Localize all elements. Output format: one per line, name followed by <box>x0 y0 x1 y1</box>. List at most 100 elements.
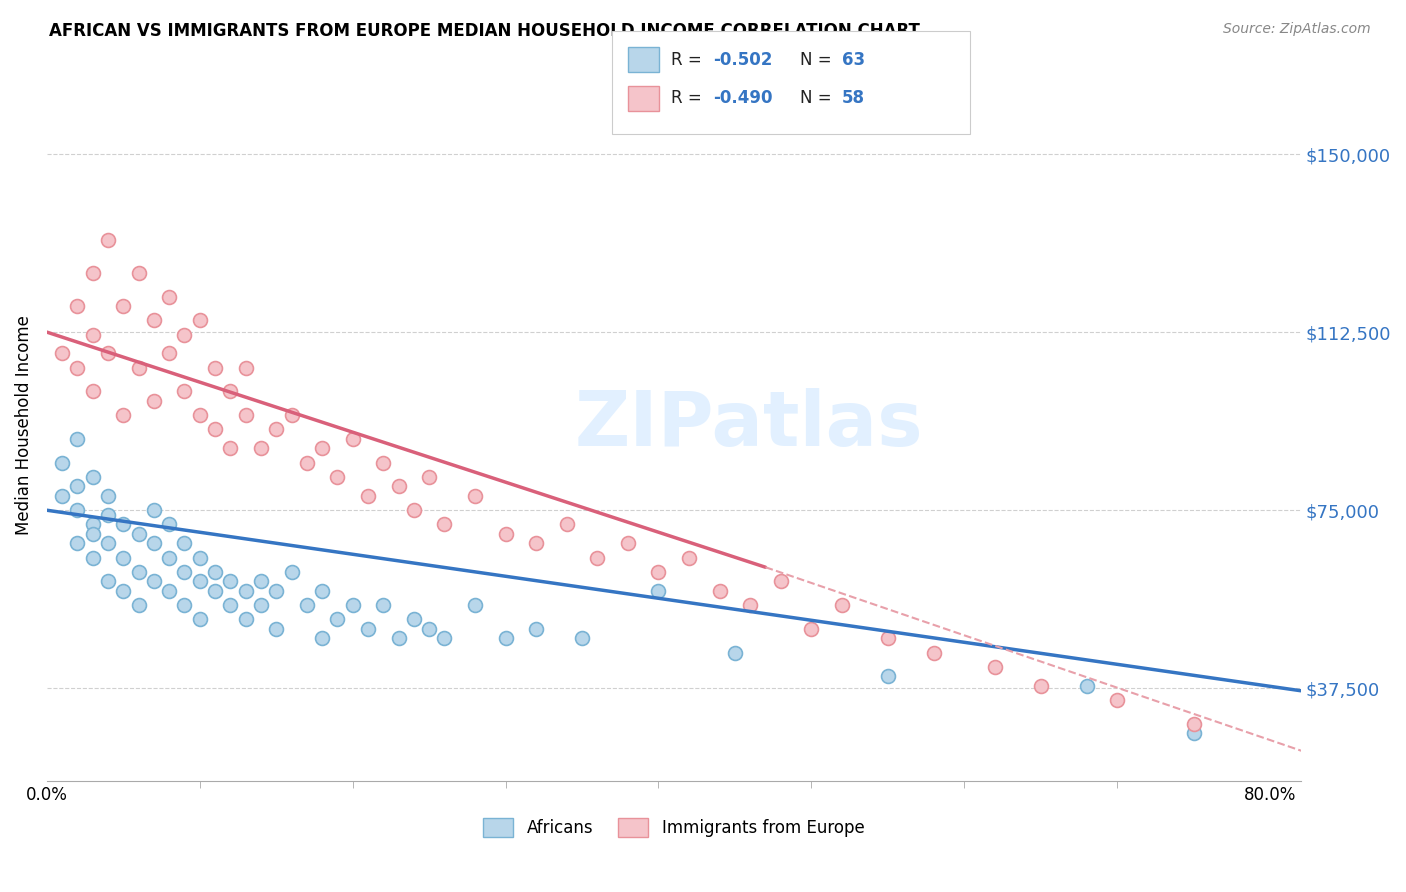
Text: R =: R = <box>671 89 707 107</box>
Point <box>326 470 349 484</box>
Point <box>524 622 547 636</box>
Point <box>831 599 853 613</box>
Point <box>295 599 318 613</box>
Point <box>97 346 120 360</box>
Point <box>402 503 425 517</box>
Point <box>82 550 104 565</box>
Point <box>342 599 364 613</box>
Point <box>433 517 456 532</box>
Point <box>142 574 165 589</box>
Point <box>173 536 195 550</box>
Point <box>709 584 731 599</box>
Point <box>157 346 180 360</box>
Text: R =: R = <box>671 51 707 69</box>
Point <box>128 527 150 541</box>
Point <box>128 266 150 280</box>
Point <box>188 574 211 589</box>
Point <box>387 632 409 646</box>
Point <box>555 517 578 532</box>
Point <box>112 299 135 313</box>
Point <box>984 660 1007 674</box>
Point <box>250 574 273 589</box>
Text: N =: N = <box>800 89 837 107</box>
Point <box>82 384 104 399</box>
Point <box>464 599 486 613</box>
Point <box>678 550 700 565</box>
Point <box>82 327 104 342</box>
Point <box>142 394 165 409</box>
Point <box>66 360 89 375</box>
Point <box>173 327 195 342</box>
Point <box>342 432 364 446</box>
Point <box>433 632 456 646</box>
Point <box>97 508 120 522</box>
Point <box>173 565 195 579</box>
Point <box>204 584 226 599</box>
Point <box>295 456 318 470</box>
Point <box>142 503 165 517</box>
Point <box>647 584 669 599</box>
Y-axis label: Median Household Income: Median Household Income <box>15 315 32 534</box>
Point <box>387 479 409 493</box>
Point <box>495 527 517 541</box>
Text: AFRICAN VS IMMIGRANTS FROM EUROPE MEDIAN HOUSEHOLD INCOME CORRELATION CHART: AFRICAN VS IMMIGRANTS FROM EUROPE MEDIAN… <box>49 22 920 40</box>
Point <box>922 646 945 660</box>
Point <box>219 599 242 613</box>
Point <box>97 233 120 247</box>
Point <box>97 536 120 550</box>
Point <box>142 536 165 550</box>
Text: -0.502: -0.502 <box>713 51 772 69</box>
Point <box>204 360 226 375</box>
Point <box>66 299 89 313</box>
Point <box>97 574 120 589</box>
Point <box>264 622 287 636</box>
Point <box>188 409 211 423</box>
Point <box>112 550 135 565</box>
Legend: Africans, Immigrants from Europe: Africans, Immigrants from Europe <box>477 812 870 844</box>
Point <box>157 550 180 565</box>
Text: -0.490: -0.490 <box>713 89 772 107</box>
Text: 63: 63 <box>842 51 865 69</box>
Point <box>876 632 898 646</box>
Point <box>235 612 257 626</box>
Point <box>128 599 150 613</box>
Point <box>264 584 287 599</box>
Text: N =: N = <box>800 51 837 69</box>
Point <box>66 479 89 493</box>
Point <box>1076 679 1098 693</box>
Point <box>740 599 762 613</box>
Point <box>264 422 287 436</box>
Point <box>204 422 226 436</box>
Point <box>142 313 165 327</box>
Point <box>66 503 89 517</box>
Text: ZIPatlas: ZIPatlas <box>575 388 924 462</box>
Point <box>51 489 73 503</box>
Point <box>112 517 135 532</box>
Point <box>219 574 242 589</box>
Point <box>280 409 302 423</box>
Point <box>157 584 180 599</box>
Point <box>82 517 104 532</box>
Point <box>357 489 380 503</box>
Point <box>173 599 195 613</box>
Point <box>357 622 380 636</box>
Point <box>204 565 226 579</box>
Point <box>373 599 395 613</box>
Point <box>51 346 73 360</box>
Point <box>1182 726 1205 740</box>
Point <box>128 360 150 375</box>
Point <box>586 550 609 565</box>
Point <box>157 289 180 303</box>
Point <box>97 489 120 503</box>
Point <box>235 360 257 375</box>
Point <box>51 456 73 470</box>
Point <box>112 584 135 599</box>
Point <box>800 622 823 636</box>
Point <box>647 565 669 579</box>
Point <box>157 517 180 532</box>
Point <box>617 536 640 550</box>
Point <box>495 632 517 646</box>
Point <box>112 409 135 423</box>
Point <box>418 622 440 636</box>
Point <box>235 584 257 599</box>
